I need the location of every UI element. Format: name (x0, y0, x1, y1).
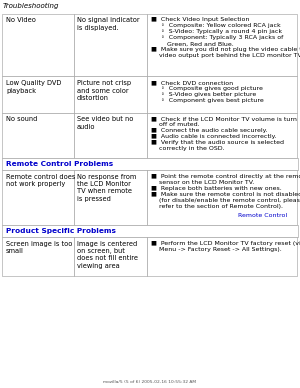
Bar (147, 170, 297, 225)
Text: mozilla/5 (5 of 6) 2005-02-16 10:55:32 AM: mozilla/5 (5 of 6) 2005-02-16 10:55:32 A… (103, 380, 196, 384)
Bar (147, 237, 297, 276)
Text: See video but no
audio: See video but no audio (77, 116, 134, 130)
Bar (74, 237, 147, 276)
Bar (147, 14, 297, 76)
Bar (2, 158, 298, 170)
Bar (147, 113, 297, 158)
Text: Picture not crisp
and some color
distortion: Picture not crisp and some color distort… (77, 80, 131, 101)
Text: ■  Check if the LCD Monitor TV volume is turn
    off of muted.
■  Connect the a: ■ Check if the LCD Monitor TV volume is … (151, 116, 296, 151)
Bar (74, 170, 147, 225)
Bar (2, 237, 74, 276)
Bar (2, 14, 74, 76)
Text: Remote Control Problems: Remote Control Problems (6, 161, 113, 167)
Bar (2, 225, 298, 237)
Text: ■  Check Video Input Selection
     ◦  Composite: Yellow colored RCA jack
     ◦: ■ Check Video Input Selection ◦ Composit… (151, 17, 300, 59)
Bar (74, 14, 147, 76)
Text: ■  Point the remote control directly at the remote
    sensor on the LCD Monitor: ■ Point the remote control directly at t… (151, 174, 300, 209)
Bar (2, 113, 74, 158)
Bar (2, 76, 74, 113)
Text: Remote Control: Remote Control (238, 213, 287, 218)
Text: ■  Check DVD connection
     ◦  Composite gives good picture
     ◦  S-Video giv: ■ Check DVD connection ◦ Composite gives… (151, 80, 263, 103)
Bar (147, 76, 297, 113)
Bar (74, 113, 147, 158)
Text: Screen image is too
small: Screen image is too small (6, 241, 72, 254)
Bar (74, 76, 147, 113)
Text: No response from
the LCD Monitor
TV when remote
is pressed: No response from the LCD Monitor TV when… (77, 174, 136, 202)
Text: ■  Perform the LCD Monitor TV factory reset (via
    Menu -> Factory Reset -> Al: ■ Perform the LCD Monitor TV factory res… (151, 241, 300, 252)
Text: No signal indicator
is displayed.: No signal indicator is displayed. (77, 17, 140, 31)
Text: No Video: No Video (6, 17, 36, 23)
Text: Remote control does
not work properly: Remote control does not work properly (6, 174, 75, 187)
Text: Troubleshooting: Troubleshooting (2, 3, 59, 9)
Text: Low Quality DVD
playback: Low Quality DVD playback (6, 80, 62, 94)
Text: Image is centered
on screen, but
does not fill entire
viewing area: Image is centered on screen, but does no… (77, 241, 138, 269)
Bar (2, 170, 74, 225)
Text: Product Specific Problems: Product Specific Problems (6, 228, 116, 234)
Text: No sound: No sound (6, 116, 38, 122)
